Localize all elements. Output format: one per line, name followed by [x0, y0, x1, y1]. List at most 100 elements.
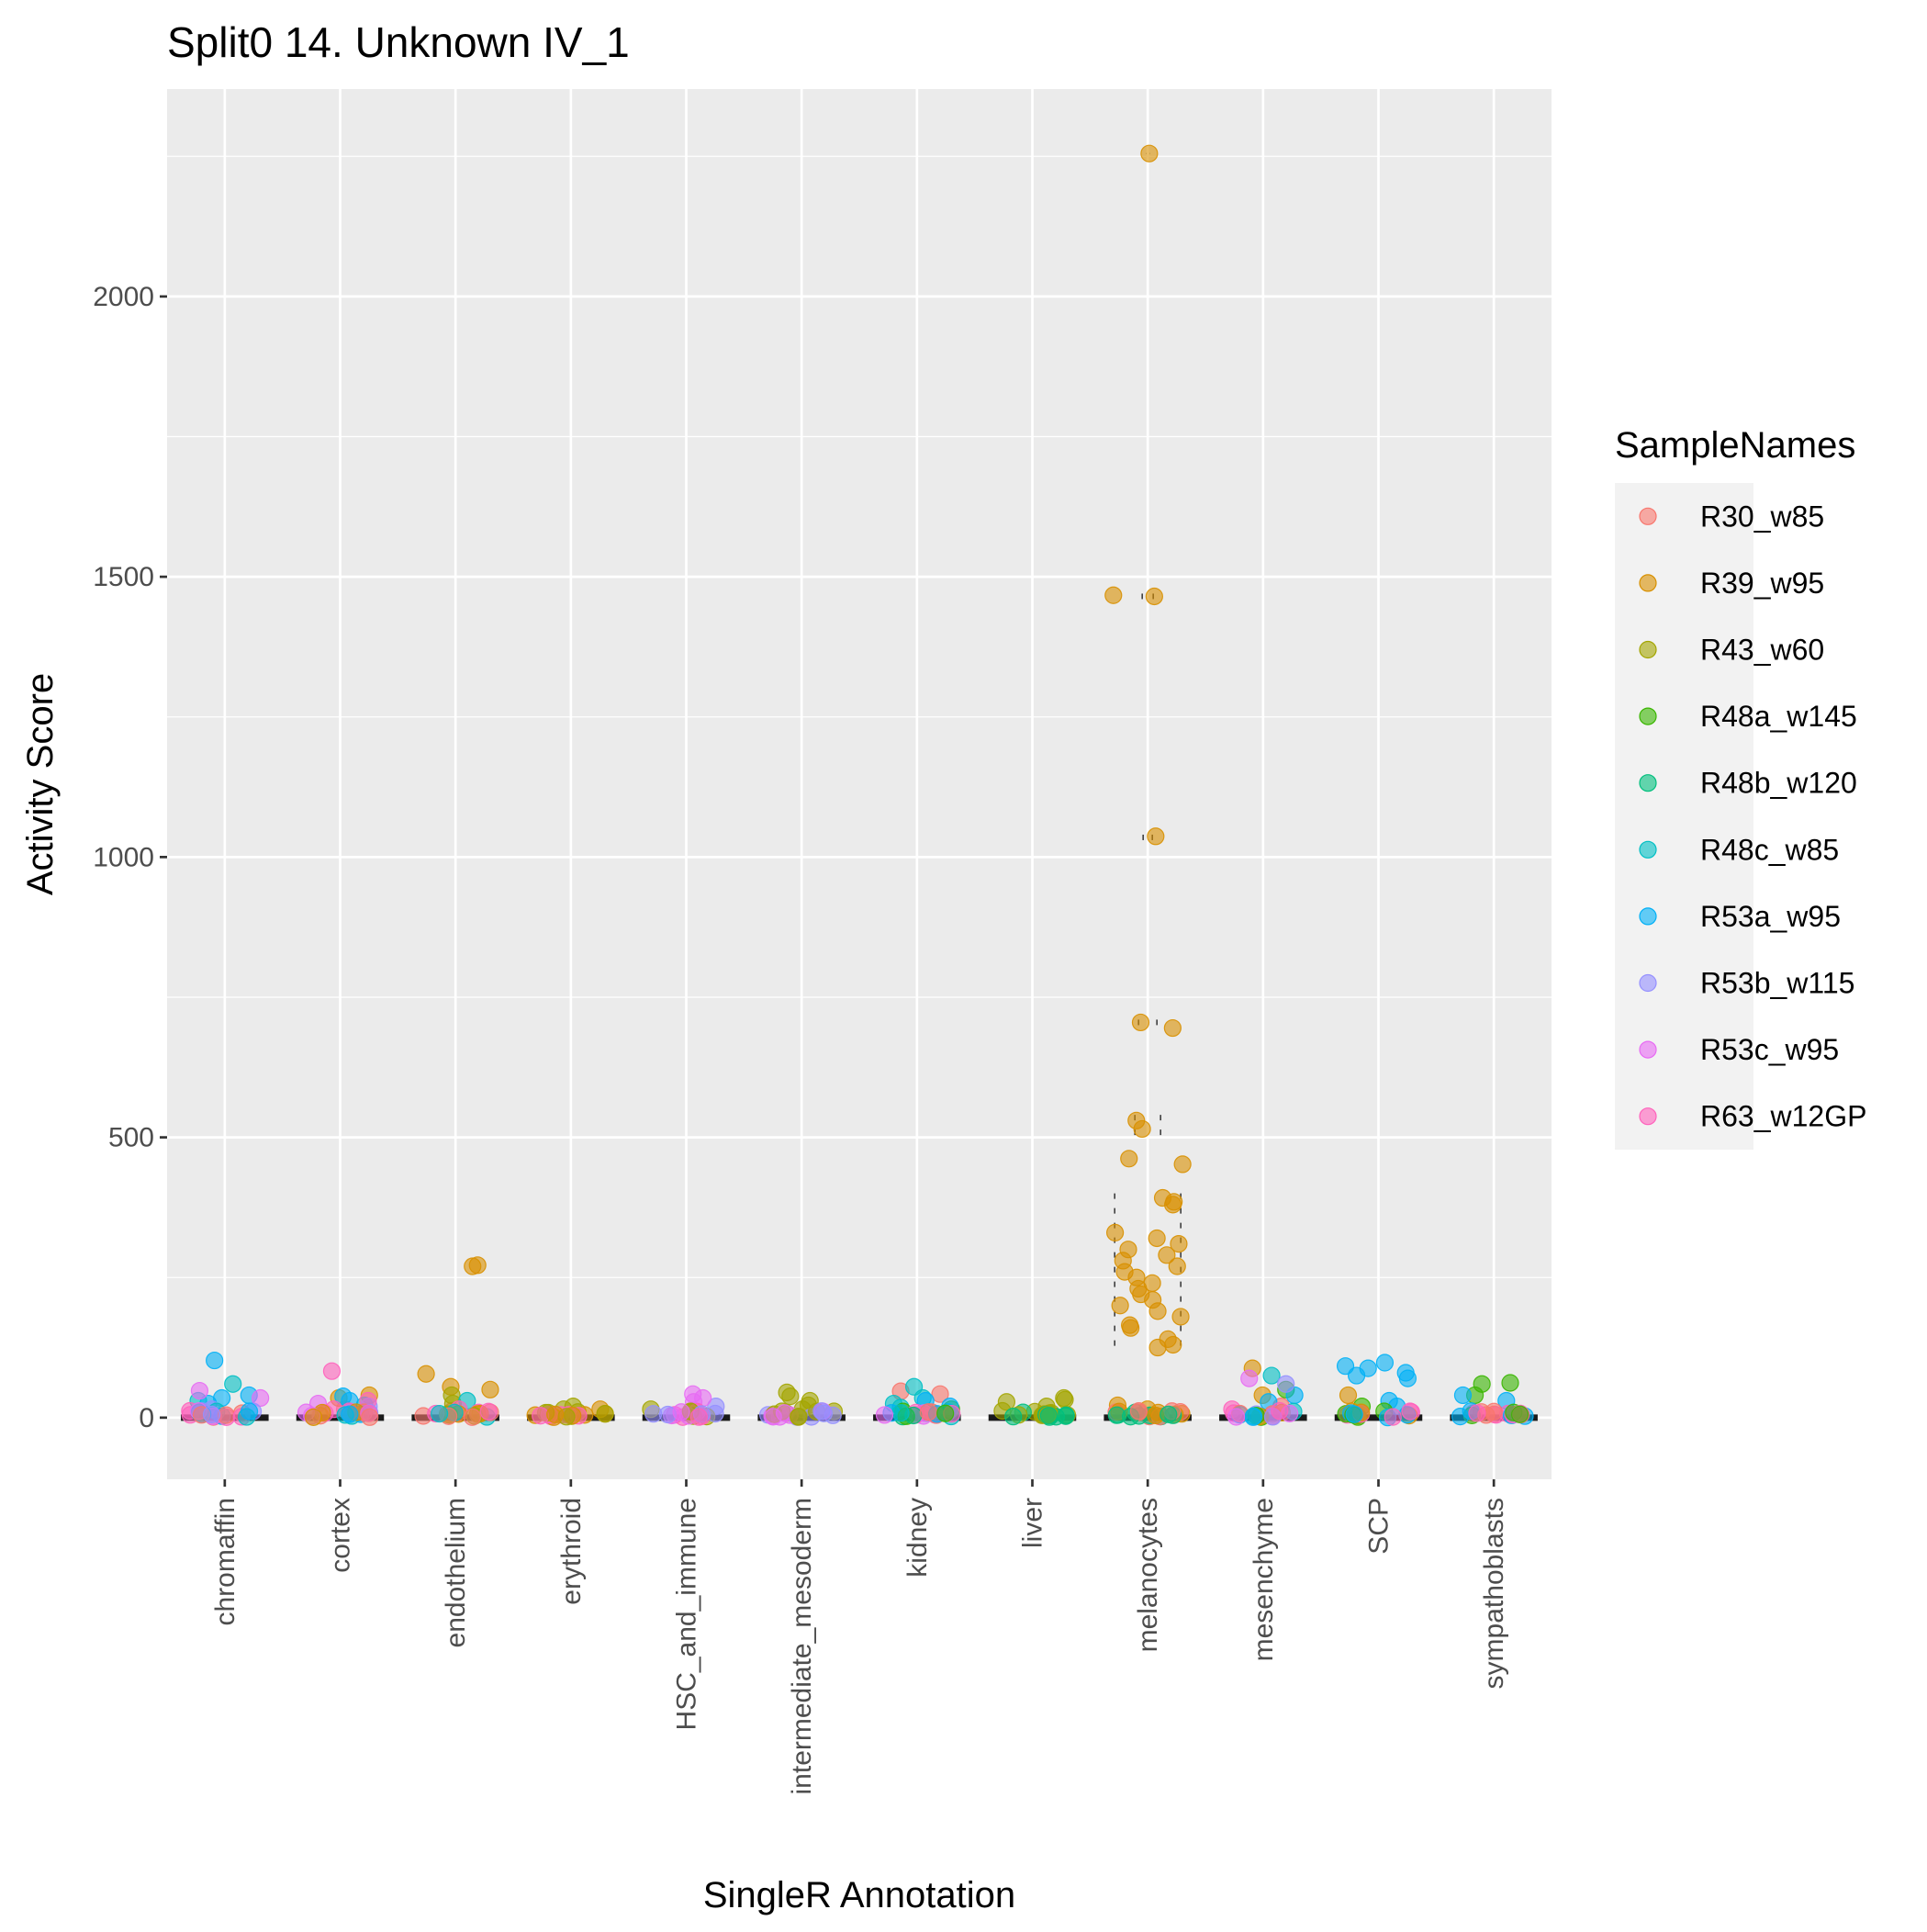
data-point — [931, 1385, 949, 1403]
data-point — [936, 1404, 955, 1422]
legend: SampleNames R30_w85 R39_w95 R43_w60 R48a_w1… — [1615, 425, 1866, 1150]
plot-panel — [167, 89, 1552, 1479]
data-point — [1347, 1366, 1366, 1385]
data-point — [1148, 1338, 1167, 1357]
y-axis: 0 500 1000 1500 2000 — [93, 282, 167, 1433]
data-point — [891, 1404, 910, 1422]
data-point — [1148, 1229, 1166, 1248]
data-point — [481, 1380, 499, 1398]
data-point — [431, 1404, 449, 1423]
data-point — [1107, 1406, 1126, 1424]
x-axis: chromaffin cortex endothelium erythroid HSC_… — [210, 1479, 1509, 1794]
legend-swatch — [1639, 973, 1657, 993]
data-point — [1345, 1405, 1363, 1423]
data-point — [532, 1407, 550, 1425]
x-tick-label: HSC_and_immune — [672, 1498, 702, 1730]
data-points — [181, 144, 1534, 1427]
data-point — [781, 1387, 800, 1406]
legend-swatch — [1639, 907, 1657, 926]
data-point — [1171, 1308, 1190, 1326]
legend-label: R48c_w85 — [1700, 833, 1839, 866]
data-point — [1147, 827, 1165, 846]
legend-swatch — [1639, 707, 1657, 725]
data-point — [1163, 1196, 1182, 1214]
legend-items: R30_w85 R39_w95 R43_w60 R48a_w145 R48b_w120 R… — [1639, 500, 1866, 1133]
x-tick-label: sympathoblasts — [1479, 1498, 1509, 1689]
data-point — [689, 1408, 708, 1426]
data-point — [202, 1405, 221, 1423]
data-point — [1163, 1018, 1182, 1038]
legend-label: R39_w95 — [1700, 567, 1824, 600]
data-point — [1140, 144, 1159, 163]
legend-title: SampleNames — [1615, 425, 1855, 466]
data-point — [790, 1408, 808, 1426]
data-point — [417, 1365, 435, 1383]
data-point — [1145, 587, 1163, 606]
legend-label: R63_w12GP — [1700, 1100, 1866, 1133]
x-tick-label: mesenchyme — [1249, 1498, 1279, 1661]
x-tick-label: erythroid — [556, 1498, 587, 1605]
data-point — [1129, 1402, 1148, 1421]
legend-key-background — [1615, 483, 1753, 1150]
data-point — [1339, 1386, 1358, 1405]
data-point — [1501, 1374, 1519, 1392]
legend-swatch — [1639, 507, 1657, 525]
x-tick-label: SCP — [1364, 1498, 1395, 1555]
data-point — [1511, 1405, 1529, 1423]
legend-label: R53a_w95 — [1700, 900, 1841, 933]
legend-label: R30_w85 — [1700, 500, 1824, 533]
data-point — [463, 1408, 482, 1426]
data-point — [1160, 1405, 1178, 1423]
data-point — [1453, 1386, 1473, 1405]
legend-swatch — [1639, 640, 1657, 659]
data-point — [1148, 1302, 1167, 1320]
legend-label: R43_w60 — [1700, 634, 1824, 667]
data-point — [814, 1404, 834, 1422]
y-tick-label: 500 — [108, 1123, 154, 1153]
data-point — [1170, 1234, 1188, 1253]
data-point — [919, 1403, 937, 1421]
minor-grid — [167, 155, 1552, 1278]
x-axis-title: SingleR Annotation — [703, 1875, 1015, 1915]
y-tick-label: 2000 — [93, 282, 154, 312]
data-point — [1262, 1366, 1281, 1385]
legend-label: R48a_w145 — [1700, 700, 1857, 733]
x-tick-label: liver — [1018, 1498, 1048, 1548]
data-point — [1105, 1223, 1125, 1241]
data-point — [252, 1388, 270, 1408]
legend-swatch — [1639, 774, 1657, 792]
y-tick-label: 0 — [139, 1403, 154, 1433]
data-point — [1240, 1369, 1259, 1387]
data-point — [1039, 1407, 1058, 1425]
data-point — [304, 1408, 323, 1426]
data-point — [341, 1405, 359, 1423]
data-point — [1122, 1319, 1140, 1337]
data-point — [1277, 1375, 1295, 1393]
x-tick-label: melanocytes — [1133, 1498, 1163, 1652]
data-point — [479, 1402, 498, 1421]
data-point — [875, 1406, 894, 1424]
data-point — [672, 1403, 690, 1421]
data-point — [240, 1402, 259, 1421]
legend-swatch — [1639, 1040, 1657, 1059]
data-point — [464, 1257, 482, 1275]
data-point — [1158, 1246, 1176, 1264]
legend-swatch — [1639, 1107, 1657, 1126]
y-axis-title: Activity Score — [20, 673, 61, 895]
data-point — [1056, 1390, 1074, 1409]
data-point — [1168, 1257, 1186, 1275]
data-point — [1131, 1013, 1150, 1032]
data-point — [1133, 1119, 1151, 1139]
data-point — [190, 1381, 209, 1400]
data-point — [1468, 1404, 1486, 1422]
data-point — [206, 1351, 224, 1370]
data-point — [1120, 1150, 1138, 1168]
x-tick-label: kidney — [902, 1498, 933, 1578]
data-point — [764, 1408, 782, 1426]
data-point — [1384, 1408, 1402, 1426]
data-point — [361, 1408, 379, 1426]
legend-label: R48b_w120 — [1700, 767, 1857, 800]
y-tick-label: 1000 — [93, 842, 154, 872]
data-point — [1398, 1369, 1417, 1387]
